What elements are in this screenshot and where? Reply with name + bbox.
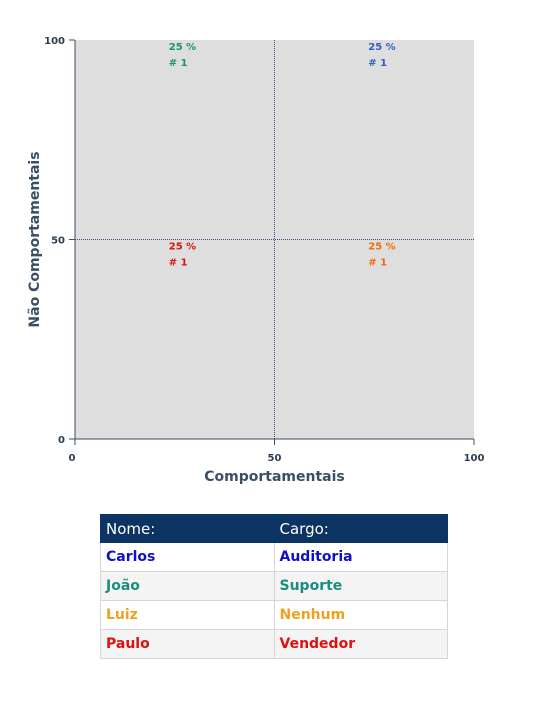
quadrant-labels: 25 % # 1 25 % # 1 25 % # 1 25 % # 1 (169, 42, 396, 269)
quadrant-percent-label: 25 % (368, 42, 395, 53)
axes: 0 50 100 0 50 100 (44, 36, 484, 464)
x-tick-label: 100 (464, 453, 485, 464)
table-row: João Suporte (100, 571, 448, 601)
quadrant-percent-label: 25 % (169, 42, 196, 53)
quadrant-count-label: # 1 (368, 58, 387, 69)
cell-role: Vendedor (273, 629, 448, 659)
header-name: Nome: (100, 514, 275, 543)
quadrant-count-label: # 1 (368, 258, 387, 269)
quadrant-percent-label: 25 % (169, 242, 196, 253)
x-tick-label: 0 (69, 453, 76, 464)
x-tick-label: 50 (268, 453, 282, 464)
quadrant-count-label: # 1 (169, 58, 188, 69)
cell-name: Luiz (100, 600, 275, 630)
table-row: Paulo Vendedor (100, 629, 448, 659)
cell-name: Paulo (100, 629, 275, 659)
plot-area (75, 40, 474, 439)
legend-table: Nome: Cargo: Carlos Auditoria João Supor… (100, 514, 448, 659)
y-axis-title: Não Comportamentais (27, 151, 43, 327)
quadrant-percent-label: 25 % (368, 242, 395, 253)
quadrant-count-label: # 1 (169, 258, 188, 269)
plot-background (75, 40, 474, 439)
y-tick-label: 50 (51, 236, 65, 247)
table-row: Carlos Auditoria (100, 542, 448, 572)
cell-name: João (100, 571, 275, 601)
cell-role: Auditoria (273, 542, 448, 572)
table-row: Luiz Nenhum (100, 600, 448, 630)
cell-role: Nenhum (273, 600, 448, 630)
x-axis-title: Comportamentais (204, 469, 345, 485)
y-tick-label: 100 (44, 36, 65, 47)
cell-name: Carlos (100, 542, 275, 572)
y-tick-label: 0 (58, 435, 65, 446)
header-role: Cargo: (273, 514, 448, 543)
legend-header-row: Nome: Cargo: (100, 514, 448, 543)
quadrant-chart: 0 50 100 0 50 100 25 % # 1 25 % # 1 25 % # 1 25 % # … (27, 36, 484, 485)
cell-role: Suporte (273, 571, 448, 601)
